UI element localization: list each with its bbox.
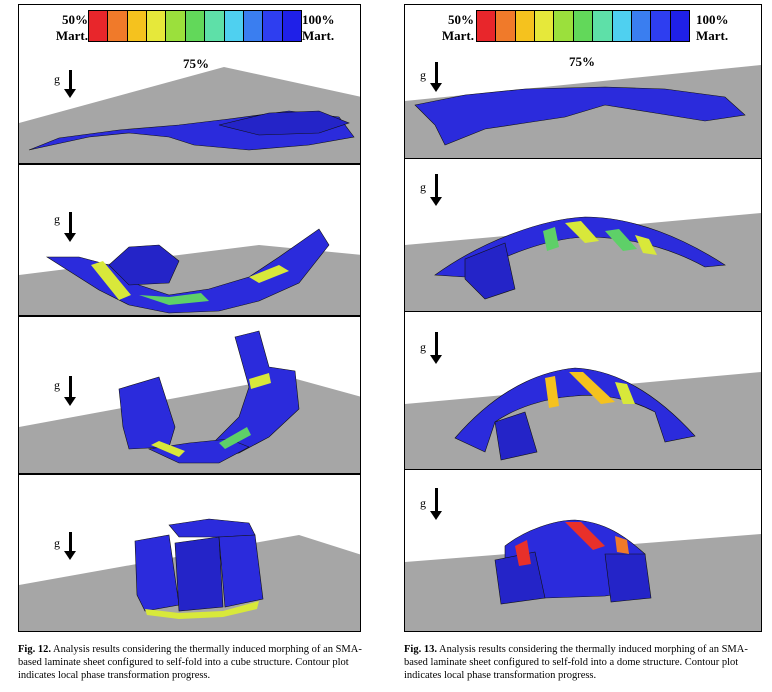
gravity-arrow-icon — [64, 212, 76, 242]
gravity-label: g — [420, 180, 426, 194]
colorbar-right-mid-label: 75% — [569, 54, 595, 69]
colorbar-right-high-label: 100% Mart. — [696, 12, 729, 43]
colorbar-left-low-label: 50% Mart. — [55, 12, 88, 43]
figure-12-label: Fig. 12. — [18, 644, 51, 655]
gravity-arrow-icon — [430, 174, 442, 206]
dome-stage-4-graphic — [405, 519, 761, 631]
cube-stage-4-graphic — [19, 518, 360, 631]
gravity-arrow-icon — [430, 332, 442, 364]
figure-12-caption-text: Analysis results considering the thermal… — [18, 644, 362, 681]
dome-panel-2 — [405, 159, 761, 312]
gravity-arrow-icon — [430, 488, 442, 520]
gravity-arrow-icon — [430, 62, 442, 92]
gravity-label: g — [420, 496, 426, 510]
cube-panel-3 — [18, 316, 361, 474]
colorbar-left-mid-label: 75% — [183, 56, 209, 71]
gravity-label: g — [420, 340, 426, 354]
gravity-label: g — [420, 68, 426, 82]
gravity-label: g — [54, 212, 60, 226]
dome-panel-3 — [405, 312, 761, 470]
figure-13-caption-text: Analysis results considering the thermal… — [404, 644, 748, 681]
figure-13-label: Fig. 13. — [404, 644, 437, 655]
dome-stage-1-graphic — [405, 65, 761, 158]
dome-column-frame — [404, 4, 762, 632]
cube-stage-2-graphic — [19, 228, 360, 315]
figure-12-caption: Fig. 12. Analysis results considering th… — [18, 643, 368, 682]
gravity-arrow-icon — [64, 70, 76, 98]
cube-stage-3-graphic — [19, 330, 360, 473]
colorbar-right — [476, 10, 690, 42]
dome-stage-3-graphic — [405, 367, 761, 469]
colorbar-left-high-label: 100% Mart. — [302, 12, 335, 43]
cube-stage-1-graphic — [19, 67, 360, 163]
figure-13-caption: Fig. 13. Analysis results considering th… — [404, 643, 764, 682]
gravity-label: g — [54, 536, 60, 550]
gravity-arrow-icon — [64, 376, 76, 406]
gravity-label: g — [54, 378, 60, 392]
colorbar-left — [88, 10, 302, 42]
cube-panel-2 — [18, 164, 361, 316]
colorbar-right-low-label: 50% Mart. — [441, 12, 474, 43]
gravity-arrow-icon — [64, 532, 76, 560]
dome-stage-2-graphic — [405, 213, 761, 311]
gravity-label: g — [54, 72, 60, 86]
dome-panel-4 — [405, 470, 761, 631]
